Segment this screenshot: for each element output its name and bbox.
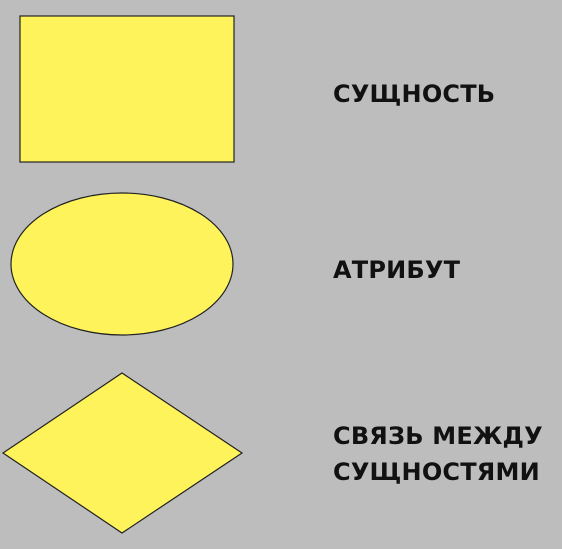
relationship-label-line-2: СУЩНОСТЯМИ	[333, 458, 540, 486]
relationship-label-line-1: СВЯЗЬ МЕЖДУ	[333, 422, 543, 450]
attribute-label: АТРИБУТ	[333, 256, 461, 284]
entity-rectangle-shape	[19, 15, 235, 163]
attribute-ellipse-shape	[10, 192, 234, 336]
relationship-diamond-shape	[1, 372, 244, 534]
relationship-label: СВЯЗЬ МЕЖДУ СУЩНОСТЯМИ	[333, 418, 543, 490]
entity-label: СУЩНОСТЬ	[333, 80, 496, 108]
